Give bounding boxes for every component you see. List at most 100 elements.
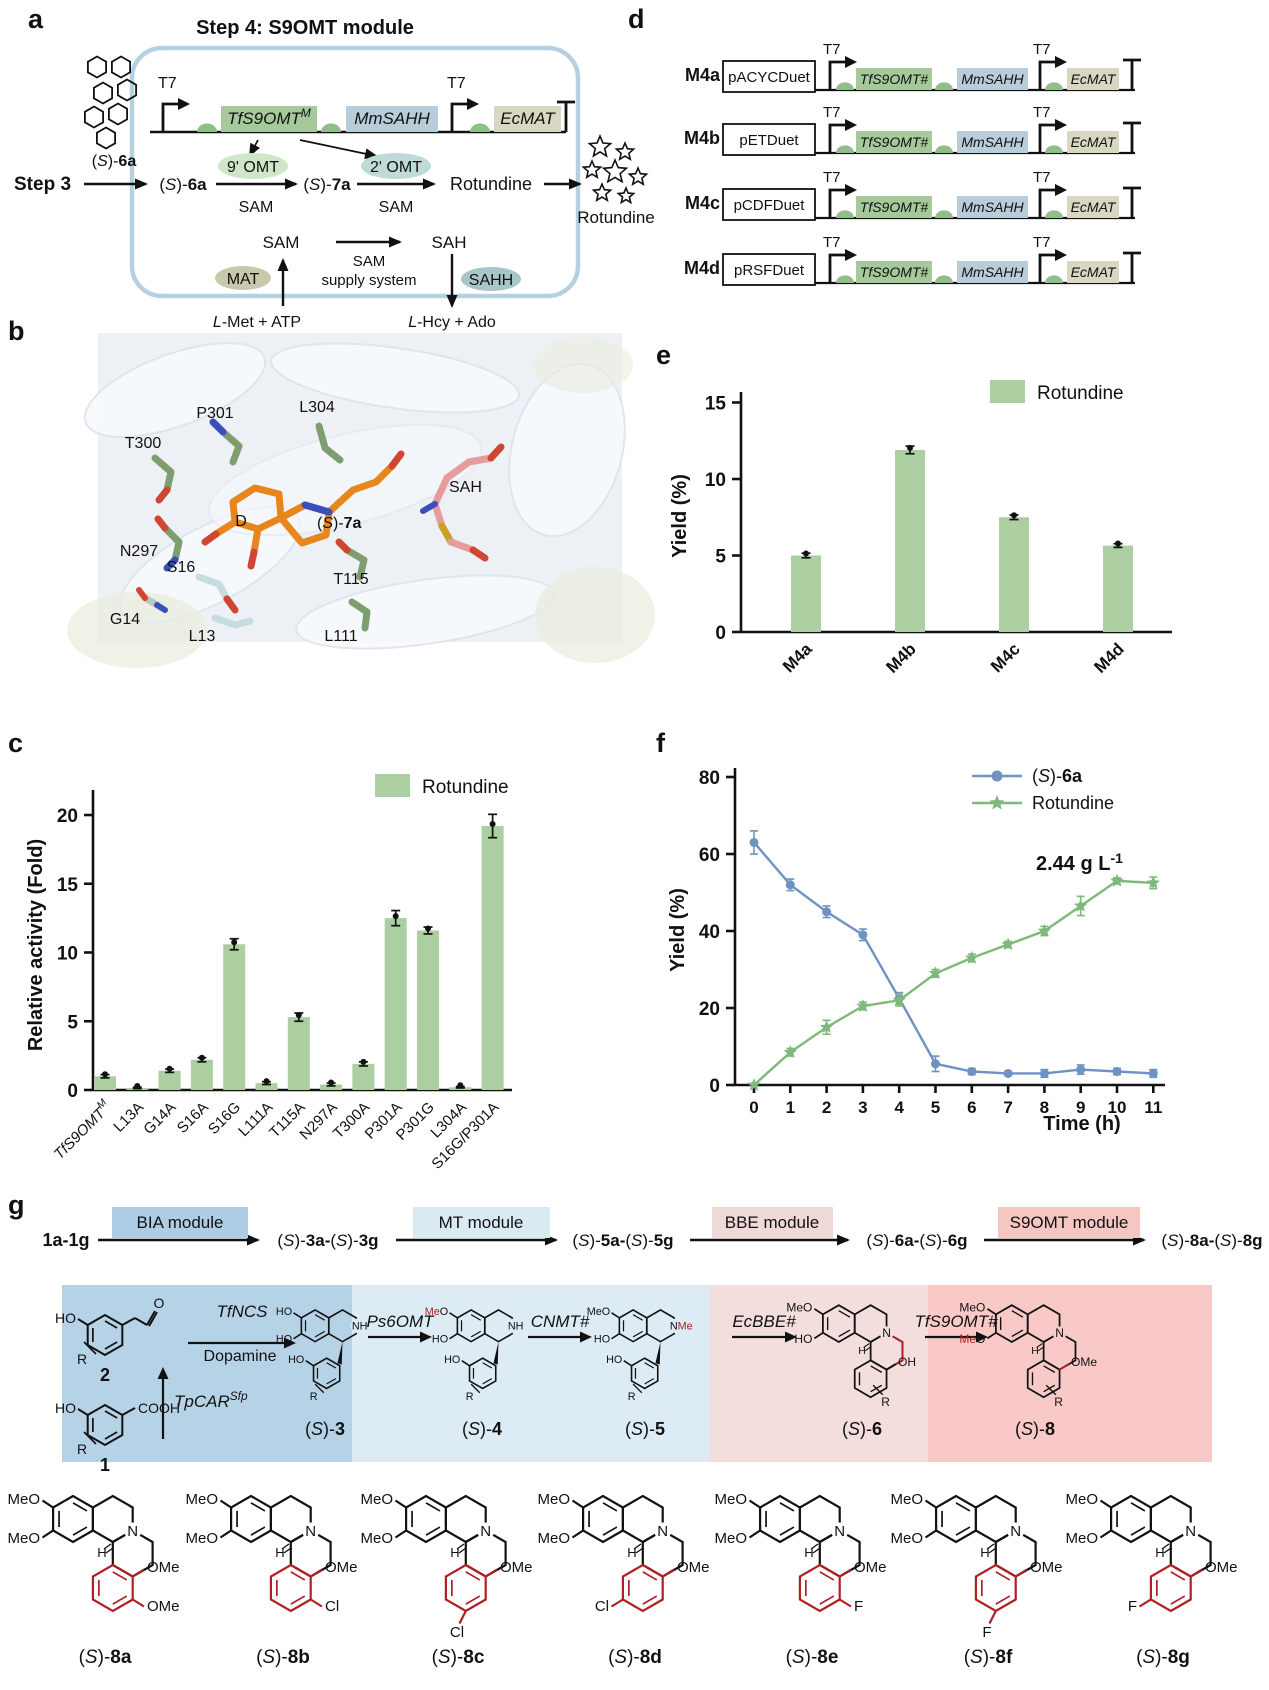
panel-d-diagram: M4a pACYCDuet T7 TfS9OMT# MmSAHH T7 EcMAT M4b pE… — [684, 41, 1141, 286]
gene-MmSAHH: MmSAHH — [961, 71, 1024, 87]
gene-MmSAHH: MmSAHH — [961, 199, 1024, 215]
svg-text:MeO: MeO — [890, 1491, 923, 1508]
module-box-border — [129, 45, 581, 299]
structure-S8g: N H MeO MeO OMe F — [1065, 1491, 1237, 1615]
structure-S8d: N H MeO MeO OMe Cl — [537, 1491, 709, 1615]
panel-b-structure-image: P301 L304 T300 N297 S16 G14 L13 T115 L11… — [67, 333, 655, 668]
series-line-1 — [753, 879, 1154, 1086]
svg-text:N: N — [834, 1523, 845, 1540]
xcat-TfS9OMT^M: TfS9OMTM — [49, 1097, 115, 1163]
svg-text:N: N — [480, 1523, 491, 1540]
construct-M4b: M4b pETDuet T7 TfS9OMT# MmSAHH T7 EcMAT — [684, 104, 1141, 156]
xcat-M4c: M4c — [987, 639, 1024, 676]
product-name-1: (S)-8a — [79, 1647, 132, 1668]
bar-S16A — [190, 1059, 213, 1090]
svg-text:HO: HO — [288, 1354, 304, 1366]
xcat-M4b: M4b — [882, 639, 919, 676]
structure-S6: N H MeO HO OH R — [786, 1301, 916, 1409]
svg-text:T7: T7 — [1033, 234, 1051, 251]
label-l304: L304 — [299, 399, 335, 416]
svg-text:OMe: OMe — [1205, 1559, 1238, 1576]
band-bbe — [710, 1285, 928, 1462]
label-l111: L111 — [324, 628, 357, 645]
panel-c-label: c — [8, 728, 24, 758]
svg-text:N: N — [882, 1326, 891, 1340]
svg-text:T7: T7 — [823, 169, 841, 186]
flow-box-mt — [413, 1207, 550, 1238]
y-axis-label: Yield (%) — [669, 474, 691, 558]
enzyme-EcBBE: EcBBE# — [732, 1312, 796, 1331]
flow-product-3: (S)-6a-(S)-6g — [866, 1231, 967, 1250]
gene-TfS9OMT: TfS9OMT# — [860, 71, 929, 87]
ytick-5: 5 — [67, 1012, 78, 1033]
compound-name-s6: (S)-6 — [842, 1419, 882, 1439]
product-star-cluster-icon — [581, 133, 649, 205]
flow-start: 1a-1g — [42, 1230, 89, 1250]
panel-g-label: g — [8, 1190, 25, 1220]
svg-text:MeO: MeO — [7, 1530, 40, 1547]
label-t115: T115 — [333, 571, 368, 588]
bar-TfS9OMT^M — [94, 1076, 116, 1090]
construct-M4c: M4c pCDFDuet T7 TfS9OMT# MmSAHH T7 EcMAT — [685, 169, 1141, 221]
band-mt — [352, 1285, 710, 1462]
residue-sticks — [136, 418, 505, 632]
bar-M4a — [791, 555, 821, 632]
panel-g-diagram: 1a-1g BIA module (S)-3a-(S)-3g MT module… — [7, 1207, 1263, 1668]
residue-labels: P301 L304 T300 N297 S16 G14 L13 T115 L11… — [110, 399, 482, 645]
svg-text:H: H — [450, 1545, 459, 1560]
compound-name-2: 2 — [100, 1365, 110, 1385]
svg-text:R: R — [466, 1391, 474, 1403]
lhcy-label: L-Hcy + Ado — [408, 314, 496, 331]
enzyme-TfS9OMT: TfS9OMT# — [914, 1312, 998, 1331]
panel-f-label: f — [656, 728, 665, 758]
panel-e-label: e — [656, 340, 672, 370]
gene-MmSAHH: MmSAHH — [354, 109, 430, 128]
intermediate-label: (S)-7a — [303, 175, 351, 194]
svg-text:MeO: MeO — [1065, 1491, 1098, 1508]
svg-text:H: H — [1031, 1346, 1039, 1357]
enzyme-2omt-label: 2' OMT — [370, 159, 422, 176]
svg-text:MeO: MeO — [1065, 1530, 1098, 1547]
svg-text:H: H — [1155, 1545, 1164, 1560]
flow-box-s9omt-label: S9OMT module — [1010, 1213, 1129, 1232]
svg-text:R: R — [1054, 1395, 1063, 1409]
sam-pool-label: SAM — [263, 233, 300, 252]
panel-f-chart: 0 20 40 60 80 0 1 2 3 4 5 6 7 8 9 10 11 Time (h) Yield (%)… — [667, 766, 1165, 1135]
step3-label: Step 3 — [14, 174, 71, 195]
label-ligand: (S)-7a — [317, 515, 362, 532]
product-name-4: (S)-8d — [608, 1647, 662, 1668]
svg-text:R: R — [881, 1395, 890, 1409]
compound-name-s8: (S)-8 — [1015, 1419, 1055, 1439]
structure-S5: NMe MeO HO HO R — [587, 1306, 693, 1403]
sahh-ellipse — [461, 267, 521, 291]
annotation: 2.44 g L-1 — [1036, 850, 1123, 875]
construct-name-M4c: M4c — [685, 193, 720, 213]
construct-M4d: M4d pRSFDuet T7 TfS9OMT# MmSAHH T7 EcMAT — [684, 234, 1141, 286]
svg-text:MeO: MeO — [425, 1306, 448, 1318]
bar-M4c — [999, 517, 1029, 632]
ytick-10: 10 — [57, 944, 78, 965]
ytick-0: 0 — [709, 1076, 720, 1097]
gene-EcMAT: EcMAT — [1071, 134, 1117, 150]
svg-text:F: F — [854, 1598, 863, 1615]
panel-d-label: d — [628, 4, 645, 34]
svg-text:H: H — [97, 1545, 106, 1560]
product-out-label: Rotundine — [577, 208, 655, 227]
xtick-7: 7 — [1003, 1098, 1012, 1117]
ytick-15: 15 — [57, 875, 79, 896]
enzyme-9omt-ellipse — [218, 153, 288, 179]
svg-text:Cl: Cl — [595, 1598, 609, 1615]
xtick-4: 4 — [894, 1098, 904, 1117]
bar-M4d — [1103, 545, 1133, 632]
ytick-20: 20 — [699, 999, 720, 1020]
svg-text:R: R — [628, 1391, 636, 1403]
t7-label-1: T7 — [158, 75, 177, 92]
construct-name-M4a: M4a — [685, 65, 721, 85]
xtick-1: 1 — [786, 1098, 795, 1117]
svg-text:MeO: MeO — [185, 1530, 218, 1547]
structure-1: HO R COOH 1 — [55, 1400, 180, 1475]
enzyme-TpCARSfp: TpCARSfp — [174, 1389, 248, 1411]
mat-label: MAT — [227, 271, 260, 288]
structure-S8e: N H MeO MeO OMe F — [714, 1491, 886, 1615]
